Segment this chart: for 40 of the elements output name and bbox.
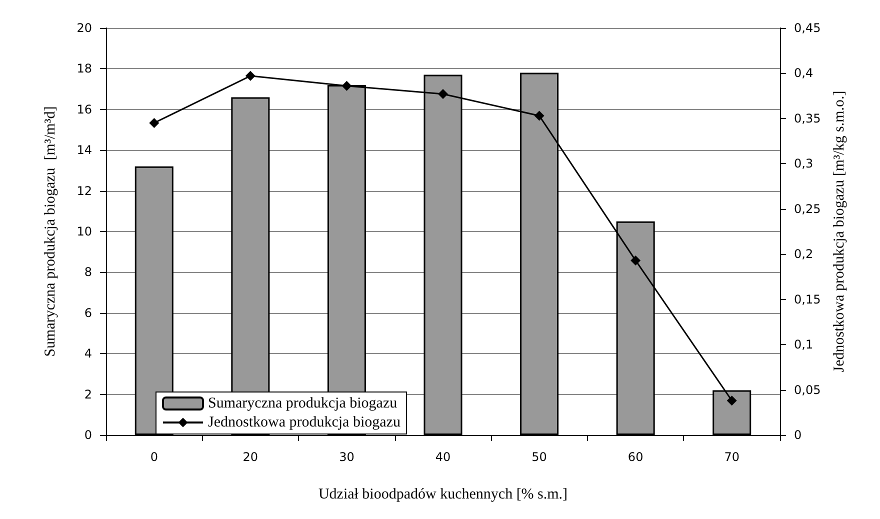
y2-tick-label: 0,1 bbox=[794, 338, 814, 352]
x-tick-label: 70 bbox=[724, 450, 740, 464]
x-tick-label: 50 bbox=[532, 450, 547, 464]
point bbox=[342, 80, 352, 91]
x-tick-label: 60 bbox=[628, 450, 644, 464]
y2-tick-label: 0,15 bbox=[794, 292, 821, 306]
y-tick-label: 4 bbox=[84, 346, 92, 361]
y-tick-label: 8 bbox=[84, 265, 92, 280]
y2-tick-label: 0,4 bbox=[794, 66, 814, 80]
y-tick-label: 6 bbox=[84, 306, 92, 320]
y2-tick-label: 0,45 bbox=[794, 21, 821, 35]
y-tick-label: 12 bbox=[76, 184, 92, 198]
y2-tick-label: 0,35 bbox=[794, 111, 821, 126]
y2-tick-label: 0,25 bbox=[794, 202, 821, 216]
x-tick-label: 40 bbox=[435, 450, 451, 464]
x-tick-label: 20 bbox=[242, 450, 258, 464]
point bbox=[438, 89, 448, 100]
y2-tick-label: 0 bbox=[794, 428, 802, 442]
y-tick-label: 10 bbox=[76, 224, 92, 238]
x-tick-label: 0 bbox=[150, 450, 158, 464]
y-tick-label: 2 bbox=[84, 387, 92, 402]
y-tick-label: 0 bbox=[84, 428, 92, 442]
legend-label: Jednostkowa produkcja biogazu bbox=[208, 414, 401, 430]
legend-label: Sumaryczna produkcja biogazu bbox=[208, 396, 398, 412]
y2-tick-label: 0,2 bbox=[794, 247, 814, 262]
point bbox=[726, 396, 737, 406]
y2-axis-title: Jednostkowa produkcja biogazu [m³/kg s.m.o.] bbox=[832, 90, 848, 372]
point bbox=[149, 118, 160, 128]
x-tick-label: 30 bbox=[339, 450, 354, 464]
x-axis-title: Udział bioodpadów kuchennych [% s.m.] bbox=[318, 486, 568, 502]
y-tick-label: 14 bbox=[76, 143, 92, 158]
y-tick-label: 20 bbox=[76, 21, 92, 35]
y2-tick-label: 0,05 bbox=[794, 382, 821, 397]
y-tick-label: 16 bbox=[76, 102, 92, 116]
point bbox=[534, 110, 544, 121]
y-tick-label: 18 bbox=[76, 62, 92, 76]
point bbox=[245, 70, 256, 81]
point bbox=[630, 255, 641, 266]
y2-tick-label: 0,3 bbox=[794, 156, 814, 171]
y-axis-title: Sumaryczna produkcja biogazu [m³/m³d] bbox=[42, 106, 58, 357]
